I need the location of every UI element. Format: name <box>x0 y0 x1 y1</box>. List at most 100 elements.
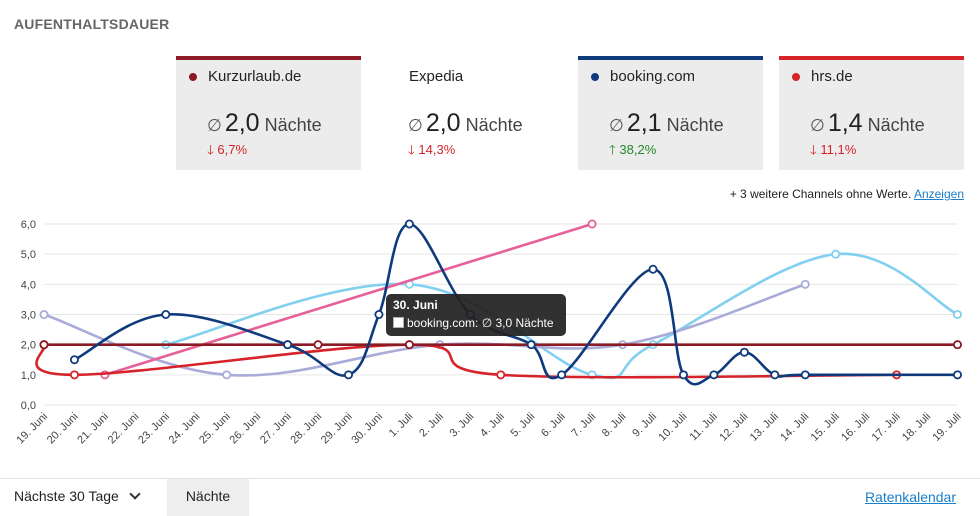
y-tick-label: 4,0 <box>21 279 36 291</box>
data-point <box>283 340 293 350</box>
data-point <box>800 370 810 380</box>
y-tick-label: 2,0 <box>21 340 36 352</box>
data-point <box>831 249 841 259</box>
x-tick-label: 15. Juli <box>809 411 842 444</box>
x-tick-label: 18. Juli <box>900 411 933 444</box>
y-tick-label: 5,0 <box>21 249 36 261</box>
data-point <box>69 370 79 380</box>
x-tick-label: 17. Juli <box>870 411 903 444</box>
card-accent-bar <box>779 56 964 60</box>
data-point <box>739 347 749 357</box>
x-tick-label: 29. Juni <box>319 411 355 447</box>
arrow-up-icon: 🡑 <box>609 142 616 157</box>
chart-tooltip: 30. Juni booking.com: ∅ 3,0 Nächte <box>386 294 566 336</box>
footer-bar: Nächste 30 Tage Nächte Ratenkalendar <box>0 478 980 516</box>
card-channel-name: hrs.de <box>792 68 853 85</box>
show-channels-link[interactable]: Anzeigen <box>913 187 964 201</box>
data-point <box>800 279 810 289</box>
x-tick-label: 26. Juni <box>228 411 264 447</box>
series-line <box>35 343 898 379</box>
data-point <box>39 310 49 320</box>
data-point <box>953 340 963 350</box>
x-tick-label: 11. Juli <box>687 411 720 444</box>
data-point <box>526 340 536 350</box>
channel-card-hrs[interactable]: hrs.de ∅ 1,4 Nächte 🡓 11,1% <box>779 56 964 170</box>
data-point <box>39 340 49 350</box>
x-tick-label: 12. Juli <box>717 411 750 444</box>
data-point <box>496 370 506 380</box>
date-range-select[interactable]: Nächste 30 Tage <box>14 488 141 504</box>
card-channel-name: Kurzurlaub.de <box>189 68 301 85</box>
x-tick-label: 5. Juli <box>509 411 538 440</box>
card-channel-name: booking.com <box>591 68 695 85</box>
channel-card-expedia[interactable]: Expedia ∅ 2,0 Nächte 🡓 14,3% <box>377 56 562 170</box>
channel-card-kurzurlaub[interactable]: Kurzurlaub.de ∅ 2,0 Nächte 🡓 6,7% <box>176 56 361 170</box>
channel-dot-icon <box>591 72 599 81</box>
card-change: 🡓 6,7% <box>207 142 248 157</box>
chevron-down-icon <box>129 488 141 500</box>
x-tick-label: 22. Juni <box>106 411 142 447</box>
x-tick-label: 9. Juli <box>630 411 659 440</box>
x-tick-label: 23. Juni <box>136 411 172 447</box>
data-point <box>709 370 719 380</box>
channel-dot-icon <box>189 72 197 81</box>
x-tick-label: 13. Juli <box>748 411 781 444</box>
data-point <box>678 370 688 380</box>
data-point <box>953 370 963 380</box>
x-tick-label: 7. Juli <box>569 411 598 440</box>
x-tick-label: 21. Juni <box>75 411 111 447</box>
arrow-down-icon: 🡓 <box>810 142 817 157</box>
x-tick-label: 2. Juli <box>417 411 446 440</box>
x-tick-label: 19. Juli <box>930 411 963 444</box>
y-tick-label: 3,0 <box>21 310 36 322</box>
data-point <box>374 310 384 320</box>
x-tick-label: 25. Juni <box>197 411 233 447</box>
series-line <box>103 222 594 377</box>
channel-dot-icon <box>792 72 800 81</box>
series-line <box>73 222 959 386</box>
more-channels-note: + 3 weitere Channels ohne Werte. Anzeige… <box>729 187 964 201</box>
data-point <box>404 340 414 350</box>
x-tick-label: 27. Juni <box>258 411 294 447</box>
y-tick-label: 1,0 <box>21 370 36 382</box>
data-point <box>770 370 780 380</box>
data-point <box>404 219 414 229</box>
data-point <box>161 310 171 320</box>
card-change: 🡓 11,1% <box>810 142 857 157</box>
tab-naechte[interactable]: Nächte <box>167 479 249 516</box>
x-tick-label: 1. Juli <box>387 411 416 440</box>
data-point <box>313 340 323 350</box>
x-tick-label: 4. Juli <box>478 411 507 440</box>
x-tick-label: 14. Juli <box>778 411 811 444</box>
x-tick-label: 19. Juni <box>14 411 50 447</box>
series-swatch-icon <box>393 317 404 328</box>
channel-card-booking[interactable]: booking.com ∅ 2,1 Nächte 🡑 38,2% <box>578 56 763 170</box>
card-change: 🡓 14,3% <box>408 142 456 157</box>
card-average: ∅ 2,0 Nächte <box>408 109 523 137</box>
card-change: 🡑 38,2% <box>609 142 657 157</box>
card-accent-bar <box>578 56 763 60</box>
y-tick-label: 0,0 <box>21 400 36 412</box>
data-point <box>648 264 658 274</box>
data-point <box>953 310 963 320</box>
card-average: ∅ 2,0 Nächte <box>207 109 322 137</box>
card-accent-bar <box>176 56 361 60</box>
x-tick-label: 20. Juni <box>45 411 81 447</box>
x-tick-label: 8. Juli <box>600 411 629 440</box>
page-title: AUFENTHALTSDAUER <box>14 16 170 32</box>
x-tick-label: 10. Juli <box>656 411 689 444</box>
x-tick-label: 30. Juni <box>349 411 385 447</box>
y-tick-label: 6,0 <box>21 219 36 231</box>
x-tick-label: 28. Juni <box>288 411 324 447</box>
x-tick-label: 6. Juli <box>539 411 568 440</box>
data-point <box>222 370 232 380</box>
data-point <box>343 370 353 380</box>
card-average: ∅ 1,4 Nächte <box>810 109 925 137</box>
x-tick-label: 16. Juli <box>839 411 872 444</box>
data-point <box>557 370 567 380</box>
arrow-down-icon: 🡓 <box>408 142 415 157</box>
card-channel-name: Expedia <box>409 68 464 85</box>
ratenkalendar-link[interactable]: Ratenkalendar <box>864 489 956 505</box>
x-tick-label: 24. Juni <box>167 411 203 447</box>
